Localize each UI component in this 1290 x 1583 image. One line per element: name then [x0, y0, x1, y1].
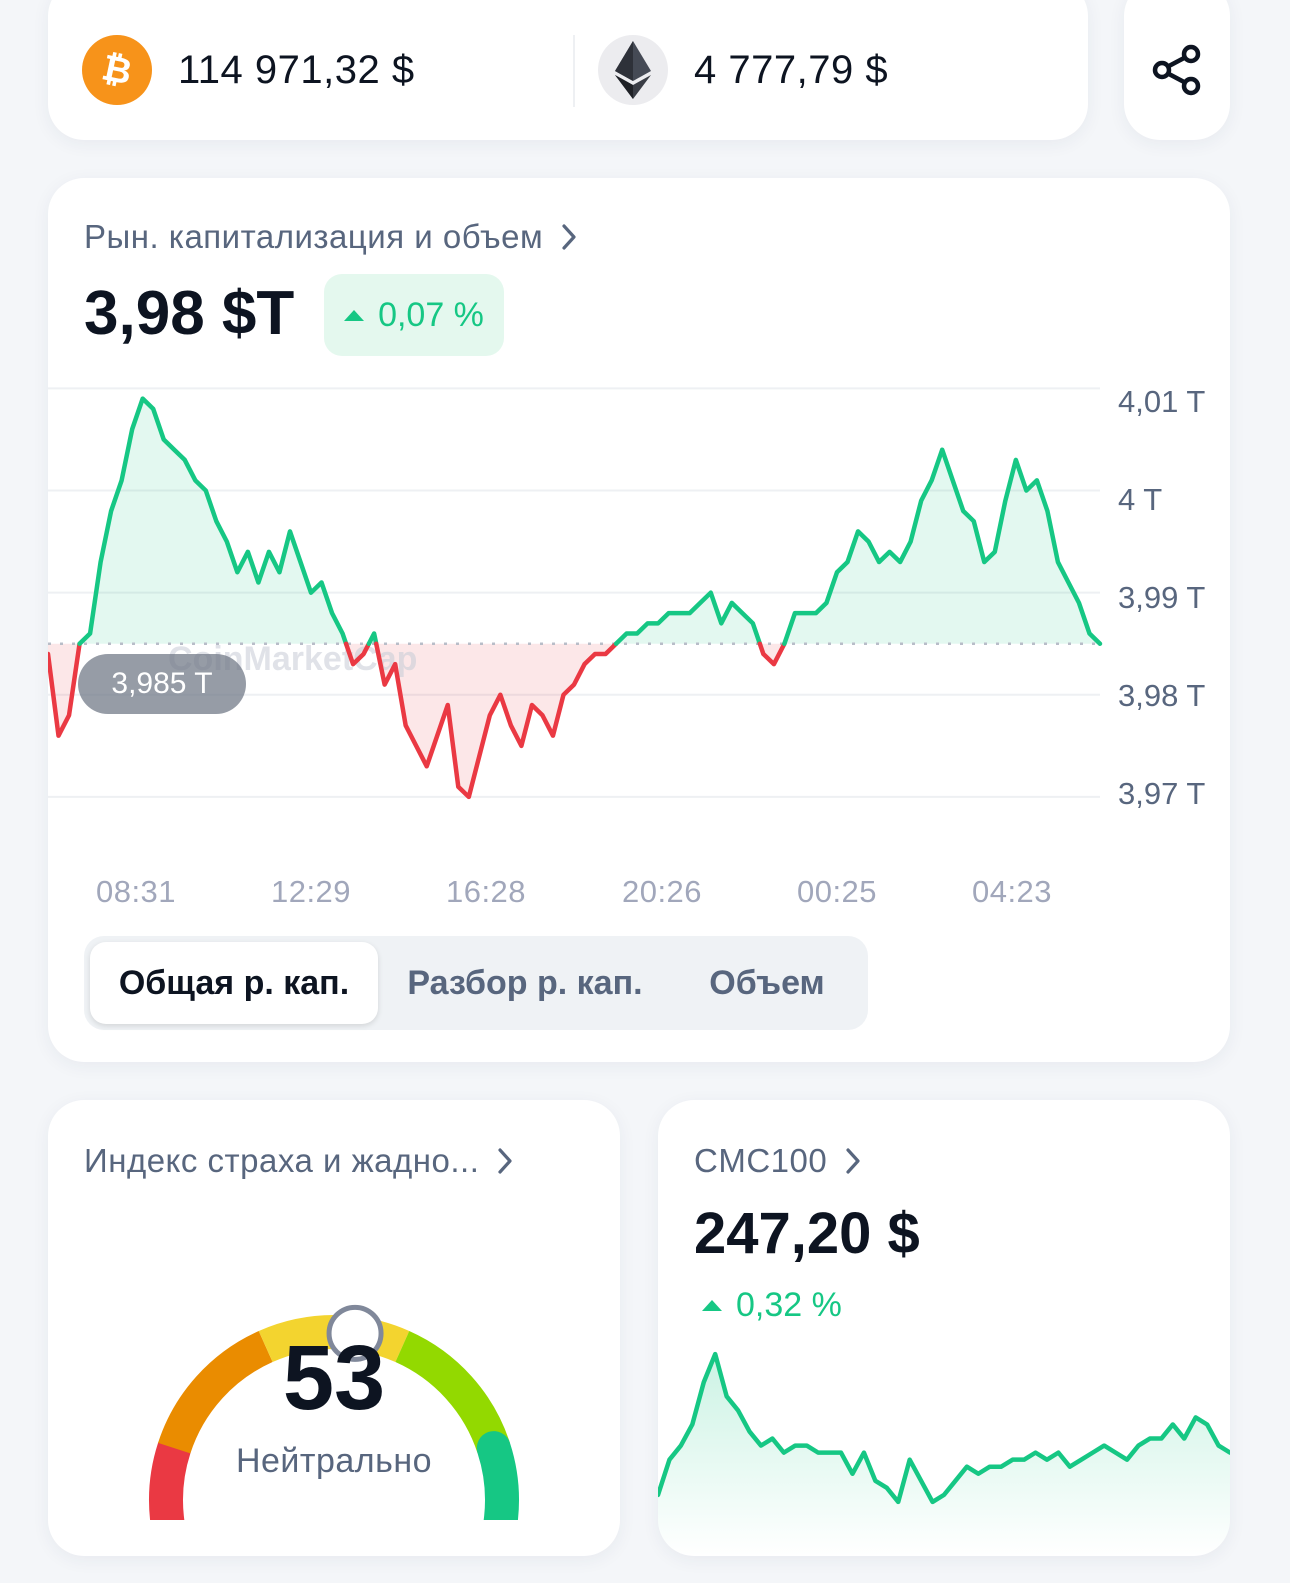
- cmc100-card: CMC100 247,20 $ 0,32 %: [658, 1100, 1230, 1556]
- triangle-up-icon: [344, 309, 365, 321]
- y-axis-label: 3,98 T: [1118, 678, 1206, 713]
- market-cap-title: Рын. капитализация и объем: [84, 218, 544, 255]
- gauge-segment: [476, 1431, 519, 1520]
- market-cap-value: 3,98 $T: [84, 279, 295, 348]
- ticker-divider: [573, 35, 575, 107]
- x-axis-label: 00:25: [796, 874, 878, 909]
- fear-greed-title: Индекс страха и жадно...: [84, 1142, 480, 1179]
- area-above-baseline: [616, 592, 760, 644]
- gauge-segment: [158, 1330, 273, 1454]
- x-axis-label: 16:28: [445, 874, 527, 909]
- market-cap-change-badge: 0,07 %: [324, 274, 504, 356]
- btc-price: 114 971,32 $: [178, 47, 415, 92]
- ticker-bar: ₿ 114 971,32 $ 4 777,79 $: [48, 0, 1088, 140]
- series-line-down: [48, 641, 82, 738]
- x-axis-label: 04:23: [971, 874, 1053, 909]
- series-line-up: [613, 590, 763, 646]
- tab-market-cap-breakdown[interactable]: Разбор р. кап.: [407, 963, 643, 1002]
- cmc100-area: [658, 1354, 1230, 1556]
- gauge-segment: [149, 1431, 192, 1520]
- svg-text:₿: ₿: [98, 48, 135, 92]
- area-below-baseline: [759, 643, 785, 665]
- x-axis-label: 12:29: [270, 874, 352, 909]
- market-cap-title-link[interactable]: Рын. капитализация и объем: [84, 218, 577, 256]
- btc-ticker[interactable]: ₿ 114 971,32 $: [82, 35, 415, 105]
- fear-greed-card: Индекс страха и жадно... 53 Нейтрально: [48, 1100, 620, 1556]
- gauge-indicator: [326, 1304, 384, 1362]
- fear-greed-gauge: [149, 1304, 519, 1520]
- cmc100-title-link[interactable]: CMC100: [694, 1142, 861, 1180]
- x-axis-label: 20:26: [621, 874, 703, 909]
- series-line-down: [757, 641, 787, 667]
- tab-total-market-cap[interactable]: Общая р. кап.: [90, 942, 378, 1024]
- cmc100-change: 0,32 %: [702, 1286, 842, 1325]
- area-above-baseline: [784, 449, 1100, 644]
- eth-ticker[interactable]: 4 777,79 $: [598, 35, 888, 105]
- eth-price: 4 777,79 $: [694, 47, 889, 92]
- y-axis-label: 3,97 T: [1118, 776, 1206, 811]
- chevron-right-icon: [562, 224, 576, 250]
- chevron-right-icon: [498, 1148, 512, 1174]
- fear-greed-title-link[interactable]: Индекс страха и жадно...: [84, 1142, 513, 1180]
- share-button[interactable]: [1124, 0, 1230, 140]
- area-below-baseline: [376, 643, 617, 797]
- y-axis-label: 3,99 T: [1118, 580, 1206, 615]
- y-axis-label: 4,01 T: [1118, 384, 1206, 419]
- fear-greed-value: 53: [282, 1327, 386, 1429]
- series-line-down: [373, 641, 619, 800]
- fear-greed-label: Нейтрально: [235, 1442, 433, 1480]
- market-cap-chart[interactable]: CoinMarketCap: [48, 368, 1230, 848]
- series-line-up: [782, 447, 1103, 646]
- chevron-right-icon: [846, 1148, 860, 1174]
- cmc100-chart[interactable]: [658, 1340, 1230, 1556]
- x-axis-label: 08:31: [95, 874, 177, 909]
- y-axis-label: 4 T: [1118, 482, 1163, 517]
- cmc100-title: CMC100: [694, 1142, 828, 1179]
- chart-type-tabs: Общая р. кап. Разбор р. кап. Объем: [84, 936, 868, 1030]
- series-line-down: [343, 641, 372, 667]
- cmc100-value: 247,20 $: [694, 1201, 920, 1266]
- cmc100-line: [658, 1351, 1230, 1505]
- market-cap-card: Рын. капитализация и объем 3,98 $T 0,07 …: [48, 178, 1230, 1062]
- area-above-baseline: [79, 398, 347, 644]
- cmc100-change-value: 0,32 %: [736, 1286, 842, 1324]
- bitcoin-icon: ₿: [82, 35, 152, 105]
- series-line-up: [366, 631, 379, 646]
- series-line-up: [77, 396, 349, 646]
- reference-value-pill: 3,985 T: [78, 654, 246, 714]
- triangle-up-icon: [702, 1300, 722, 1311]
- market-cap-change: 0,07 %: [378, 295, 484, 334]
- tab-volume[interactable]: Объем: [709, 963, 825, 1002]
- ethereum-icon: [598, 35, 668, 105]
- share-icon: [1152, 44, 1201, 96]
